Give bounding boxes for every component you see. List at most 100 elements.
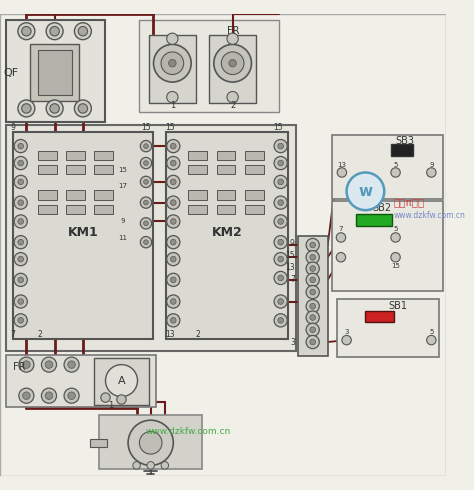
Bar xyxy=(6,355,156,407)
Text: 3: 3 xyxy=(344,329,349,335)
Circle shape xyxy=(306,251,319,264)
Text: w: w xyxy=(358,184,373,199)
Circle shape xyxy=(167,295,180,308)
Circle shape xyxy=(18,200,24,205)
Circle shape xyxy=(274,156,287,170)
Circle shape xyxy=(133,462,140,469)
Circle shape xyxy=(14,295,27,308)
Circle shape xyxy=(140,141,152,152)
Text: 15: 15 xyxy=(285,251,295,260)
Bar xyxy=(30,45,79,101)
Circle shape xyxy=(144,221,148,226)
Circle shape xyxy=(337,168,346,177)
Circle shape xyxy=(14,273,27,287)
Bar xyxy=(245,151,264,160)
Circle shape xyxy=(14,196,27,209)
Circle shape xyxy=(14,140,27,153)
Bar xyxy=(66,204,85,214)
Circle shape xyxy=(101,393,110,402)
Circle shape xyxy=(167,33,178,45)
Text: 5: 5 xyxy=(429,329,434,335)
Circle shape xyxy=(154,45,191,82)
Circle shape xyxy=(140,218,152,229)
Circle shape xyxy=(171,200,176,205)
Circle shape xyxy=(310,254,316,260)
Circle shape xyxy=(14,156,27,170)
Circle shape xyxy=(45,361,53,368)
Circle shape xyxy=(64,357,79,372)
Circle shape xyxy=(14,175,27,189)
Circle shape xyxy=(144,179,148,184)
Circle shape xyxy=(306,286,319,299)
Bar xyxy=(91,439,108,446)
Circle shape xyxy=(171,219,176,224)
Bar xyxy=(37,191,56,200)
Circle shape xyxy=(167,196,180,209)
Circle shape xyxy=(74,100,91,117)
Circle shape xyxy=(18,100,35,117)
Circle shape xyxy=(306,323,319,336)
Circle shape xyxy=(140,197,152,208)
Circle shape xyxy=(19,357,34,372)
Text: 15: 15 xyxy=(118,167,127,172)
Circle shape xyxy=(22,104,31,113)
Circle shape xyxy=(144,144,148,148)
Circle shape xyxy=(306,262,319,275)
Circle shape xyxy=(18,318,24,323)
Circle shape xyxy=(78,104,88,113)
Circle shape xyxy=(167,252,180,266)
Bar xyxy=(139,20,279,112)
Text: 15: 15 xyxy=(273,123,283,132)
Text: 15: 15 xyxy=(165,123,174,132)
Bar xyxy=(99,415,202,469)
Circle shape xyxy=(278,219,283,224)
Circle shape xyxy=(171,299,176,304)
Circle shape xyxy=(68,361,75,368)
Circle shape xyxy=(171,160,176,166)
Text: 1: 1 xyxy=(109,401,114,410)
Text: 7: 7 xyxy=(290,275,295,284)
Circle shape xyxy=(68,392,75,399)
Circle shape xyxy=(274,314,287,327)
Bar xyxy=(13,132,153,339)
Bar xyxy=(166,132,288,339)
Circle shape xyxy=(45,392,53,399)
Circle shape xyxy=(310,315,316,320)
Circle shape xyxy=(391,252,400,262)
Circle shape xyxy=(227,92,238,103)
Circle shape xyxy=(14,236,27,249)
Bar xyxy=(149,35,196,103)
Circle shape xyxy=(18,277,24,283)
Bar xyxy=(188,151,207,160)
Circle shape xyxy=(171,143,176,149)
Circle shape xyxy=(274,236,287,249)
Text: 5: 5 xyxy=(393,162,398,168)
Text: 7: 7 xyxy=(339,226,343,232)
Circle shape xyxy=(144,200,148,205)
Bar xyxy=(66,191,85,200)
Circle shape xyxy=(306,273,319,287)
Circle shape xyxy=(427,336,436,345)
Circle shape xyxy=(427,168,436,177)
Circle shape xyxy=(278,143,283,149)
Circle shape xyxy=(18,219,24,224)
Circle shape xyxy=(171,318,176,323)
Circle shape xyxy=(161,52,183,74)
Text: 17: 17 xyxy=(118,183,127,189)
Circle shape xyxy=(310,266,316,271)
Text: www.dzkfw.com.cn: www.dzkfw.com.cn xyxy=(146,427,231,436)
Circle shape xyxy=(274,196,287,209)
Circle shape xyxy=(140,237,152,248)
Circle shape xyxy=(391,233,400,242)
Text: 电子π发堂: 电子π发堂 xyxy=(394,197,425,208)
Text: 15: 15 xyxy=(141,123,151,132)
Circle shape xyxy=(18,160,24,166)
Circle shape xyxy=(78,26,88,36)
Circle shape xyxy=(50,26,59,36)
Circle shape xyxy=(167,314,180,327)
Text: 11: 11 xyxy=(118,235,127,242)
Bar xyxy=(94,204,113,214)
Circle shape xyxy=(41,388,56,403)
Text: FR: FR xyxy=(13,363,26,372)
Circle shape xyxy=(50,104,59,113)
